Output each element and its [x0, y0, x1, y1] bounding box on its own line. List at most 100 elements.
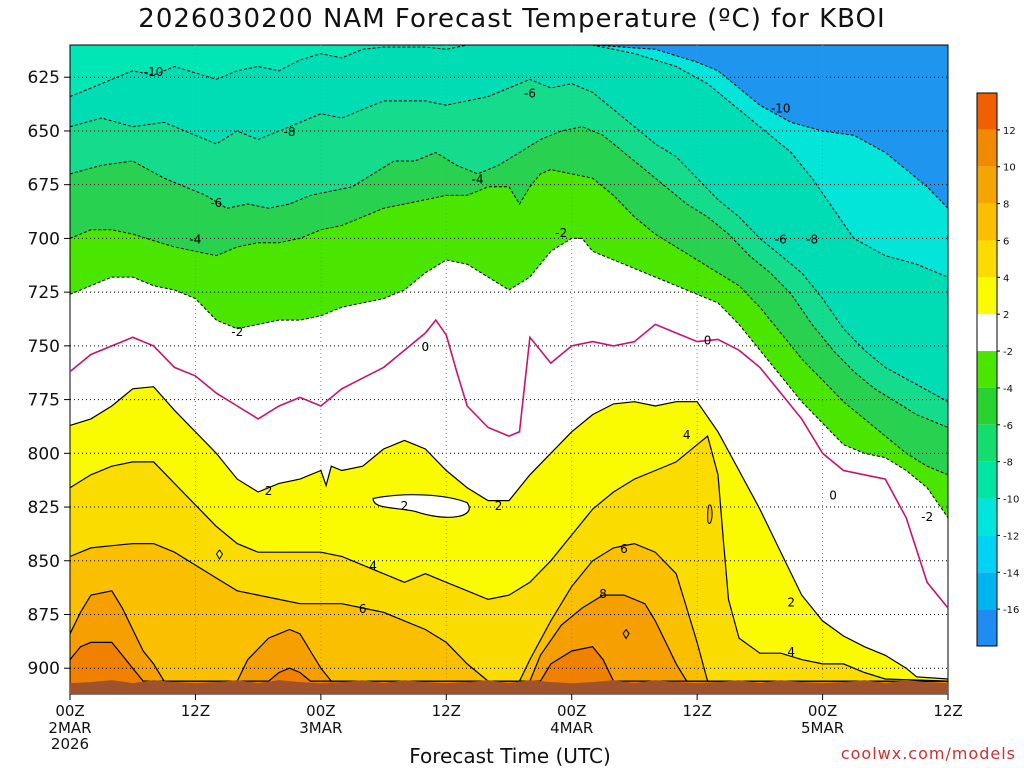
contour-island-4 — [215, 549, 224, 560]
contour-label: -10 — [771, 101, 791, 115]
contour-label: -8 — [806, 233, 818, 247]
ground-surface — [70, 680, 948, 694]
colorbar-swatch — [977, 351, 997, 388]
colorbar-label: -12 — [1003, 531, 1019, 542]
colorbar-label: 12 — [1003, 126, 1016, 137]
site-credit[interactable]: coolwx.com/models — [840, 744, 1016, 763]
colorbar-swatch — [977, 535, 997, 573]
contour-labels: -10 -10 -8 -8 -6 -6 -6 -4 -4 -2 -2 -2 0 0 0 2 2 2 2 4 4 4 6 6 8 — [144, 65, 933, 659]
colorbar-label: 4 — [1003, 273, 1009, 284]
contour-label: 8 — [599, 587, 607, 601]
temperature-fields — [70, 45, 948, 695]
x-tick-label: 00Z — [306, 702, 335, 720]
x-tick-label: 12Z — [682, 702, 711, 720]
colorbar-swatch — [977, 166, 997, 204]
x-axis-label: Forecast Time (UTC) — [409, 744, 611, 768]
x-tick-label: 12Z — [933, 702, 962, 720]
y-tick-label: 825 — [28, 498, 60, 518]
colorbar-label: -14 — [1003, 568, 1019, 579]
colorbar-label: -4 — [1003, 384, 1013, 395]
contour-line-6 — [69, 542, 948, 682]
colorbar-swatch — [977, 93, 997, 130]
x-tick-label: 00Z — [557, 702, 586, 720]
x-tick-date: 4MAR — [550, 719, 593, 737]
contour-label: 2 — [787, 596, 795, 610]
contour-island-6 — [707, 504, 713, 524]
contour-label: -8 — [284, 125, 296, 139]
ground-fill — [70, 680, 948, 694]
colorbar-swatch — [977, 609, 997, 646]
y-tick-label: 800 — [28, 444, 60, 464]
colorbar-label: 8 — [1003, 200, 1009, 211]
colorbar-swatch — [977, 203, 997, 241]
colorbar-swatch — [977, 424, 997, 462]
contour-label: 2 — [401, 499, 409, 513]
contour-label: 0 — [422, 340, 430, 354]
y-tick-label: 650 — [28, 122, 60, 142]
contour-line--12 — [592, 44, 949, 209]
contour-line-10 — [69, 641, 948, 682]
contour-label: -6 — [524, 86, 536, 100]
contour-island-8 — [622, 628, 630, 640]
axes: 62565067570072575077580082585087590000Z2… — [28, 68, 963, 753]
field-top-left — [70, 45, 468, 97]
contour-label: -2 — [231, 325, 243, 339]
colorbar-swatch — [977, 129, 997, 167]
x-tick-date: 2MAR — [48, 719, 91, 737]
contour-line--10 — [69, 44, 949, 278]
x-tick-year: 2026 — [51, 735, 89, 753]
contour-label: 0 — [829, 488, 837, 502]
y-tick-label: 625 — [28, 68, 60, 88]
contour-label: -4 — [472, 172, 484, 186]
contour-line--2 — [69, 237, 949, 519]
colorbar-label: -10 — [1003, 495, 1019, 506]
colorbar: 12 10 8 6 4 2 -2 -4 -6 -8 -10 -12 -14 -16 — [976, 92, 1019, 647]
contour-label: 2 — [495, 499, 503, 513]
y-tick-label: 850 — [28, 552, 60, 572]
grid-lines — [70, 45, 948, 694]
x-tick-label: 00Z — [55, 702, 84, 720]
colorbar-swatch — [977, 498, 997, 536]
y-tick-label: 875 — [28, 605, 60, 625]
contour-label: 6 — [359, 602, 367, 616]
colorbar-swatch — [977, 314, 997, 352]
contour-label: -6 — [775, 233, 787, 247]
y-tick-label: 775 — [28, 391, 60, 411]
contour-label: -2 — [921, 510, 933, 524]
x-tick-label: 12Z — [432, 702, 461, 720]
contour-label: 4 — [683, 428, 691, 442]
colorbar-swatch — [977, 387, 997, 425]
colorbar-swatch — [977, 572, 997, 610]
y-tick-label: 675 — [28, 176, 60, 196]
colorbar-label: -16 — [1003, 605, 1019, 616]
y-tick-label: 750 — [28, 337, 60, 357]
contour-label: -10 — [144, 65, 164, 79]
y-tick-label: 900 — [28, 659, 60, 679]
x-tick-label: 00Z — [808, 702, 837, 720]
colorbar-swatch — [977, 461, 997, 499]
contour-line-0 — [69, 318, 949, 609]
contour-line--8 — [69, 78, 949, 403]
colorbar-label: 2 — [1003, 310, 1009, 321]
contour-line-2 — [69, 386, 949, 680]
contour-label: -4 — [189, 233, 201, 247]
contour-label: 4 — [787, 645, 795, 659]
contour-line-8 — [69, 590, 948, 682]
colorbar-label: -8 — [1003, 458, 1013, 469]
colorbar-swatch — [977, 240, 997, 278]
contour-label: 6 — [620, 542, 628, 556]
x-tick-label: 12Z — [181, 702, 210, 720]
contour-label: 0 — [704, 334, 712, 348]
x-tick-date: 3MAR — [299, 719, 342, 737]
colorbar-label: 6 — [1003, 236, 1009, 247]
y-tick-label: 700 — [28, 229, 60, 249]
contour-lines — [69, 44, 949, 682]
chart-title: 2026030200 NAM Forecast Temperature (ºC)… — [138, 4, 886, 34]
contour-island-2 — [372, 494, 470, 518]
contour-label: -2 — [555, 226, 567, 240]
colorbar-label: -6 — [1003, 421, 1013, 432]
x-tick-date: 5MAR — [801, 719, 844, 737]
colorbar-frame — [976, 92, 998, 647]
colorbar-label: 10 — [1003, 163, 1016, 174]
